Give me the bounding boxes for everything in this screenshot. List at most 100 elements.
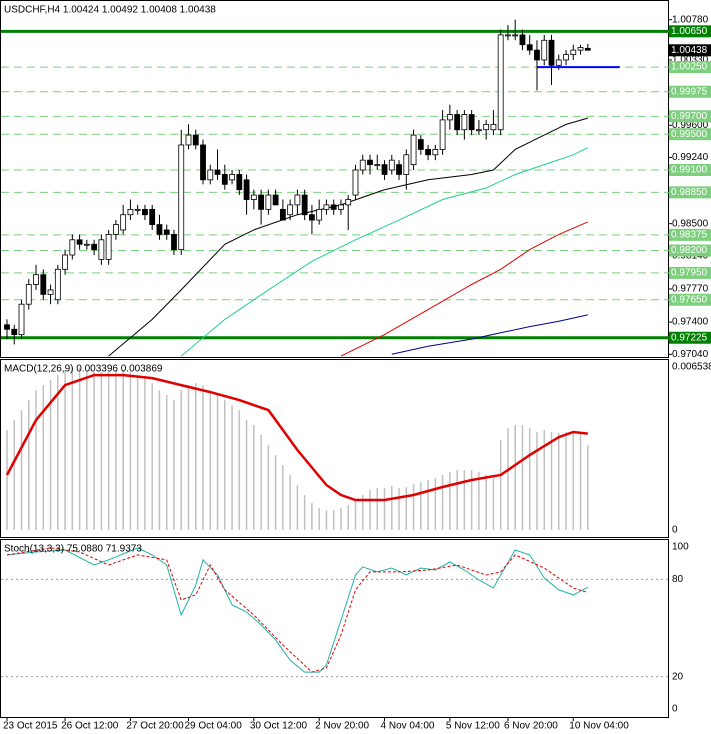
stoch-panel [0, 539, 669, 718]
candle-body [11, 328, 18, 336]
level-label: 0.98375 [671, 230, 708, 241]
candle-body [163, 229, 170, 235]
candle-body [548, 39, 555, 66]
candle-body [381, 164, 388, 175]
candle-body [47, 289, 54, 295]
candle-body [417, 139, 424, 150]
candle-body [541, 39, 548, 61]
candle-body [236, 174, 243, 191]
stoch-title: Stoch(13,3,3) 75.0880 71.9373 [4, 544, 142, 555]
candle-body [563, 54, 569, 61]
candle-body [33, 274, 39, 285]
main-panel [0, 0, 669, 358]
candle-body [287, 204, 294, 216]
indicator-line [340, 221, 588, 357]
candle-body [83, 243, 90, 246]
candle-body [221, 174, 228, 185]
candle-body [330, 204, 337, 210]
candle-body [156, 224, 163, 235]
candle-body [454, 114, 461, 131]
candle-body [483, 123, 490, 131]
plot-layer: 23 Oct 2015 26 Oct 12:00 27 Oct 20:00 29 Oc… [1, 14, 711, 732]
candle-body [446, 114, 453, 121]
candle-body [207, 169, 214, 181]
x-tick-label: 26 Oct 12:00 [61, 721, 119, 732]
level-label-bg [669, 266, 711, 279]
candle-body [461, 114, 468, 131]
level-label: 0.99975 [671, 86, 708, 97]
level-label: 0.99500 [671, 129, 708, 140]
candle-body [294, 194, 301, 206]
indicator-line [5, 373, 588, 502]
candle-body [62, 254, 68, 270]
candle-body [584, 47, 591, 51]
indicator-line [180, 147, 589, 357]
candle-body [396, 164, 402, 175]
candle-body [526, 44, 533, 51]
x-tick-label: 5 Nov 12:00 [446, 721, 500, 732]
macd-title: MACD(12,26,9) 0.003396 0.003869 [4, 364, 163, 375]
macd-panel [0, 359, 669, 538]
indicator-line [108, 117, 588, 357]
candle-body [577, 47, 584, 51]
candle-body [410, 134, 417, 166]
level-label-bg [669, 186, 711, 199]
candle-body [214, 169, 221, 175]
candle-body [403, 154, 410, 175]
candle-body [98, 239, 105, 260]
level-label-bg [669, 61, 711, 74]
support-label: 1.00650 [671, 26, 708, 37]
level-label: 1.00250 [671, 62, 708, 73]
candle-body [425, 149, 431, 156]
y-tick-label: 0.98500 [672, 218, 709, 229]
y-tick-label: 0.006538 [672, 362, 711, 373]
candle-body [113, 224, 119, 235]
y-tick-label: 0 [672, 704, 678, 715]
candle-body [200, 144, 206, 181]
candle-body [272, 194, 279, 206]
candle-body [439, 119, 446, 150]
y-tick-label: 0 [672, 525, 678, 536]
candle-body [18, 303, 25, 336]
y-tick-label: 0.99600 [672, 120, 709, 131]
y-tick-label: 0.97040 [672, 349, 709, 360]
candle-body [534, 49, 540, 61]
level-label: 0.97950 [671, 268, 708, 279]
level-label: 0.97650 [671, 294, 708, 305]
level-label: 0.98850 [671, 187, 708, 198]
candle-body [316, 208, 323, 221]
candle-body [570, 49, 577, 55]
candle-body [127, 208, 134, 216]
candle-body [4, 324, 10, 330]
current-price: 1.00438 [671, 45, 708, 56]
x-tick-label: 29 Oct 04:00 [185, 721, 243, 732]
candle-body [497, 34, 504, 131]
y-tick-label: 0.97770 [672, 284, 709, 295]
x-tick-label: 30 Oct 12:00 [250, 721, 308, 732]
level-label-bg [669, 128, 711, 141]
y-tick-label: 1.00330 [672, 55, 709, 66]
x-tick-label: 4 Nov 04:00 [381, 721, 435, 732]
support-label-bg [669, 25, 711, 38]
level-label-bg [669, 110, 711, 123]
candle-body [250, 194, 257, 200]
candle-body [178, 144, 185, 251]
level-label: 0.99100 [671, 165, 708, 176]
y-tick-label: 20 [672, 671, 684, 682]
x-tick-label: 27 Oct 20:00 [126, 721, 184, 732]
candle-body [185, 134, 192, 146]
candle-body [345, 199, 352, 206]
level-label-bg [669, 164, 711, 176]
candle-body [374, 164, 381, 167]
level-label-bg [669, 228, 711, 241]
candle-body [105, 234, 112, 260]
candle-body [432, 149, 439, 156]
candle-body [171, 234, 177, 251]
candle-body [490, 123, 497, 131]
candle-body [352, 169, 359, 196]
candle-body [367, 159, 373, 166]
candle-body [69, 239, 76, 256]
candle-body [512, 34, 519, 37]
candle-body [149, 208, 156, 225]
candle-body [388, 159, 395, 171]
